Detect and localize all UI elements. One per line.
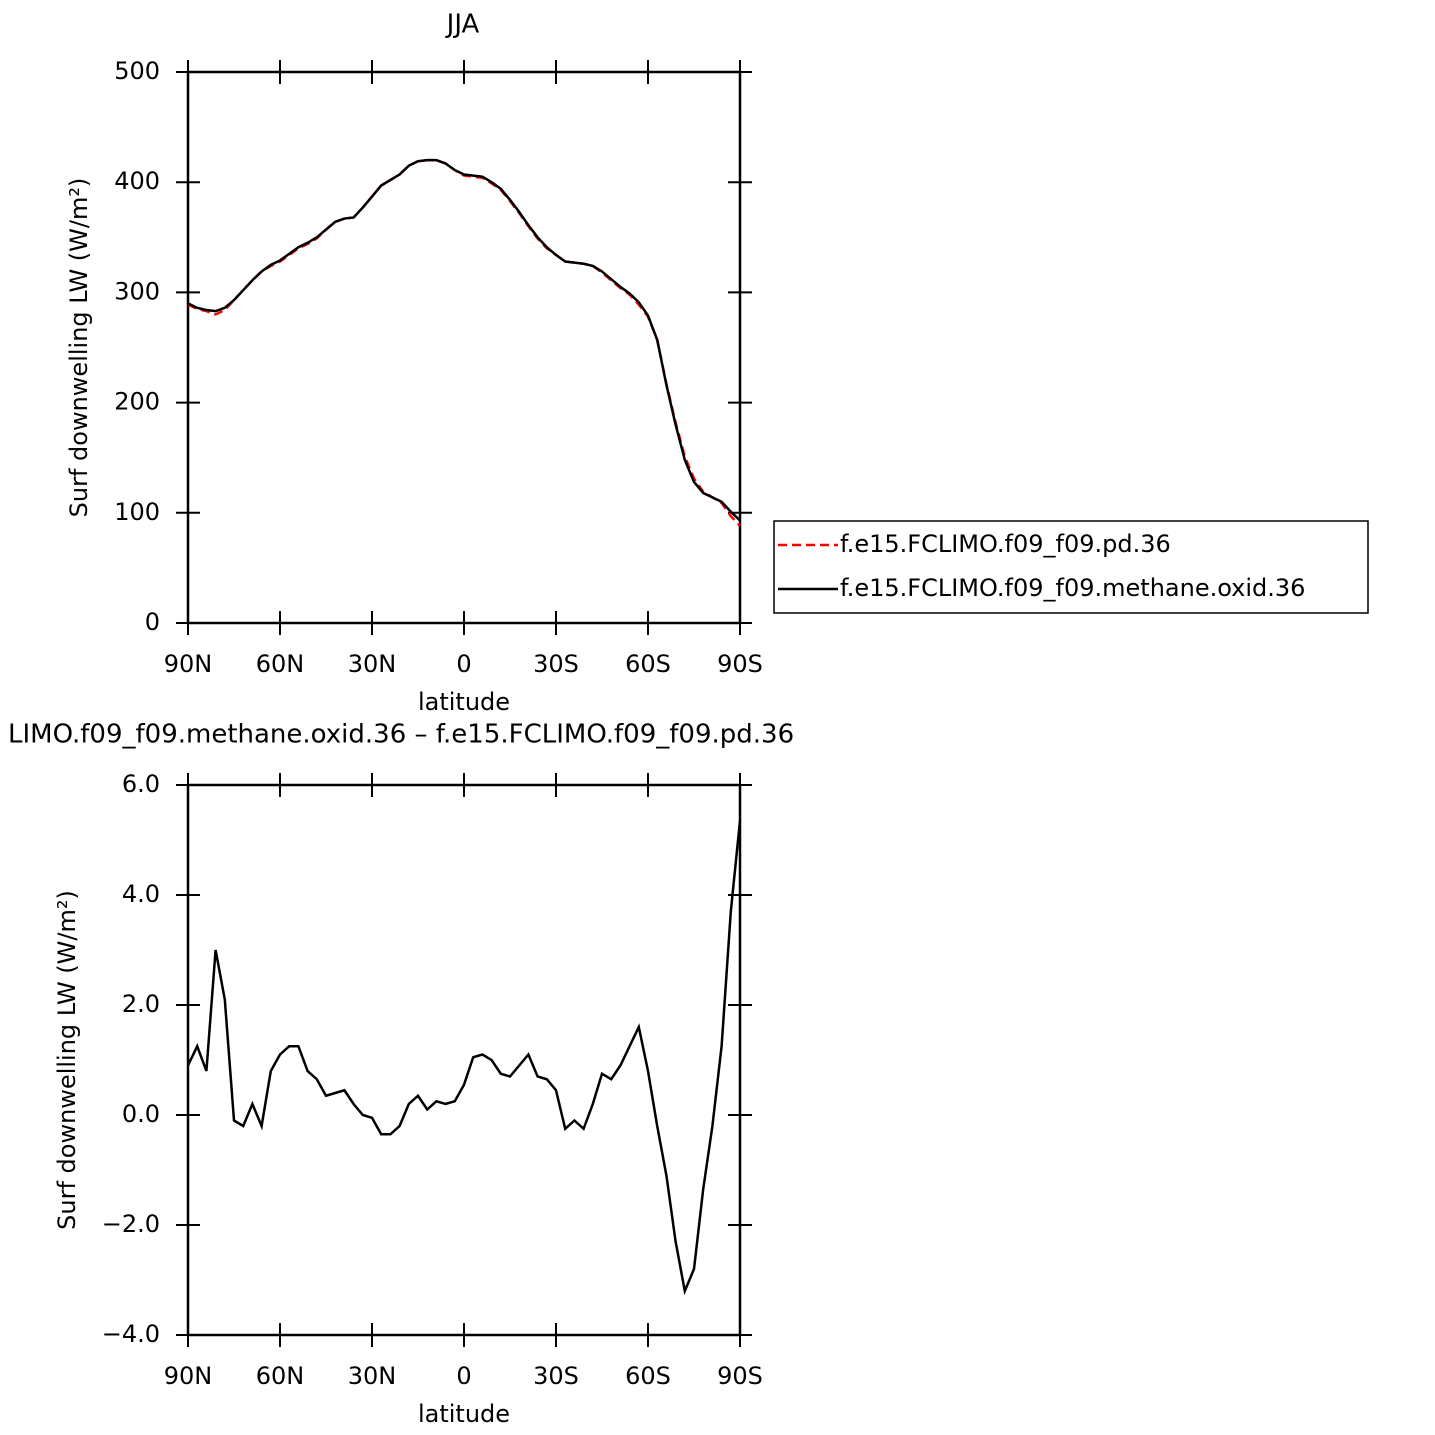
chart-title: LIMO.f09_f09.methane.oxid.36 – f.e15.FCL… — [8, 720, 794, 750]
x-tick-label: 30S — [533, 650, 579, 678]
y-axis-label: Surf downwelling LW (W/m²) — [53, 890, 81, 1230]
x-tick-label: 60N — [256, 1362, 305, 1390]
y-tick-label: 0.0 — [122, 1100, 160, 1128]
plot-frame — [186, 70, 742, 625]
y-tick-label: 100 — [114, 498, 160, 526]
legend-label: f.e15.FCLIMO.f09_f09.methane.oxid.36 — [840, 574, 1305, 602]
y-axis-label: Surf downwelling LW (W/m²) — [65, 178, 93, 518]
x-axis-label: latitude — [418, 688, 510, 716]
legend-label: f.e15.FCLIMO.f09_f09.pd.36 — [840, 530, 1171, 558]
x-tick-label: 90N — [164, 650, 213, 678]
chart-title: JJA — [445, 10, 480, 40]
x-tick-label: 30N — [348, 650, 397, 678]
y-tick-label: 400 — [114, 167, 160, 195]
x-tick-label: 30N — [348, 1362, 397, 1390]
y-tick-label: 2.0 — [122, 990, 160, 1018]
y-tick-label: 6.0 — [122, 770, 160, 798]
y-tick-label: 4.0 — [122, 880, 160, 908]
x-tick-label: 90S — [717, 650, 763, 678]
plot-frame — [186, 783, 742, 1337]
x-tick-label: 60S — [625, 1362, 671, 1390]
x-tick-label: 0 — [456, 650, 471, 678]
y-tick-label: 300 — [114, 277, 160, 305]
x-axis-label: latitude — [418, 1400, 510, 1428]
x-tick-label: 60N — [256, 650, 305, 678]
y-tick-label: −2.0 — [102, 1210, 160, 1238]
x-tick-label: 90S — [717, 1362, 763, 1390]
x-tick-label: 60S — [625, 650, 671, 678]
y-tick-label: 200 — [114, 388, 160, 416]
y-tick-label: −4.0 — [102, 1320, 160, 1348]
y-tick-label: 0 — [145, 608, 160, 636]
x-tick-label: 30S — [533, 1362, 579, 1390]
data-line — [187, 158, 741, 522]
y-tick-label: 500 — [114, 57, 160, 85]
legend-box — [773, 520, 1369, 614]
data-line — [186, 820, 742, 1296]
x-tick-label: 90N — [164, 1362, 213, 1390]
x-tick-label: 0 — [456, 1362, 471, 1390]
